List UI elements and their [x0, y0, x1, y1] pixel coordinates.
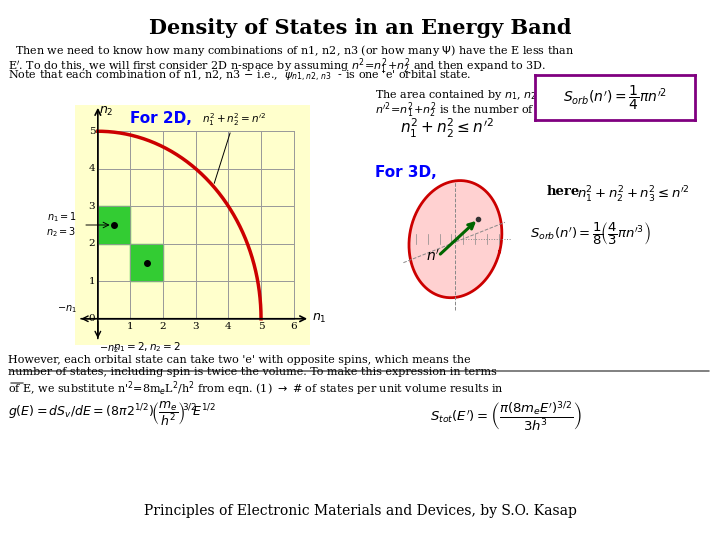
Text: $-n_2$: $-n_2$	[99, 343, 120, 355]
Text: $n_1^2 + n_2^2 = n^{\prime 2}$: $n_1^2 + n_2^2 = n^{\prime 2}$	[202, 111, 266, 184]
Text: However, each orbital state can take two 'e' with opposite spins, which means th: However, each orbital state can take two…	[8, 355, 471, 365]
Text: $n_1 = 2, n_2 = 2$: $n_1 = 2, n_2 = 2$	[113, 341, 181, 354]
Bar	[98, 131, 294, 319]
Text: For 2D,: For 2D,	[130, 111, 192, 126]
Text: Principles of Electronic Materials and Devices, by S.O. Kasap: Principles of Electronic Materials and D…	[143, 504, 577, 518]
Text: $S_{orb}(n^{\prime}) = \dfrac{1}{4}\pi n^{\prime 2}$: $S_{orb}(n^{\prime}) = \dfrac{1}{4}\pi n…	[563, 83, 667, 112]
Text: $S_{tot}(E^{\prime}) = \left(\dfrac{\pi(8m_e E^{\prime})^{3/2}}{3h^3}\right)$: $S_{tot}(E^{\prime}) = \left(\dfrac{\pi(…	[430, 400, 582, 434]
Text: Density of States in an Energy Band: Density of States in an Energy Band	[149, 18, 571, 38]
Text: $n_2$: $n_2$	[99, 105, 114, 118]
Text: 2: 2	[89, 239, 95, 248]
Text: $n_1 = 1$: $n_1 = 1$	[47, 211, 76, 225]
Text: $g(E) = dS_v/dE = \left(8\pi 2^{1/2}\right)\!\left(\dfrac{m_e}{h^2}\right)^{\!\!: $g(E) = dS_v/dE = \left(8\pi 2^{1/2}\rig…	[8, 400, 216, 428]
Text: $n'$: $n'$	[426, 249, 440, 265]
Bar	[130, 244, 163, 281]
Text: E$'$. To do this, we will first consider 2D n-space by assuming $n^2\!=\!n_1^2\!: E$'$. To do this, we will first consider…	[8, 56, 546, 76]
Text: number of states, including spin is twice the volume. To make this expression in: number of states, including spin is twic…	[8, 367, 497, 377]
Text: Then we need to know how many combinations of n1, n2, n3 (or how many $\Psi$) ha: Then we need to know how many combinatio…	[8, 43, 575, 58]
Text: 1: 1	[127, 322, 134, 330]
Text: $n_1^2 + n_2^2 + n_3^2 \leq n^{\prime 2}$: $n_1^2 + n_2^2 + n_3^2 \leq n^{\prime 2}…	[577, 185, 690, 205]
Text: 0: 0	[89, 314, 95, 323]
Text: $S_{orb}(n^{\prime}) = \dfrac{1}{8}\!\left(\dfrac{4}{3}\pi n^{\prime 3}\right)$: $S_{orb}(n^{\prime}) = \dfrac{1}{8}\!\le…	[530, 220, 651, 247]
Text: of E, we substitute n$'^2$=8m$_e$L$^2$/h$^2$ from eqn. (1) $\rightarrow$ # of st: of E, we substitute n$'^2$=8m$_e$L$^2$/h…	[8, 379, 504, 397]
Text: 6: 6	[290, 322, 297, 330]
Text: 5: 5	[258, 322, 264, 330]
Text: Note that each combination of n1, n2, n3 $-$ i.e.,  $\psi_{n1,n2,\,n3}$  - is on: Note that each combination of n1, n2, n3…	[8, 69, 472, 84]
Text: The area contained by $n_1$, $n_2$ and the circle defined by: The area contained by $n_1$, $n_2$ and t…	[375, 88, 682, 102]
Text: $n_1^2 + n_2^2 \leq n^{\prime 2}$: $n_1^2 + n_2^2 \leq n^{\prime 2}$	[400, 117, 494, 140]
Text: 5: 5	[89, 127, 95, 136]
Text: here: here	[547, 185, 580, 198]
Text: $-n_1$: $-n_1$	[57, 303, 76, 315]
Text: For 3D,: For 3D,	[375, 165, 437, 180]
Text: $n_2 = 3$: $n_2 = 3$	[47, 226, 76, 239]
Text: 2: 2	[160, 322, 166, 330]
Text: $n_1$: $n_1$	[312, 312, 326, 325]
Polygon shape	[409, 180, 502, 298]
Text: 3: 3	[89, 202, 95, 211]
Text: 1: 1	[89, 276, 95, 286]
Bar	[98, 206, 130, 244]
Text: 4: 4	[225, 322, 232, 330]
Text: $n^{\prime 2}\!=\!n_1^2\!+\!n_2^2$ is the number of states that satisfy: $n^{\prime 2}\!=\!n_1^2\!+\!n_2^2$ is th…	[375, 100, 637, 119]
Text: 4: 4	[89, 164, 95, 173]
Text: 3: 3	[192, 322, 199, 330]
